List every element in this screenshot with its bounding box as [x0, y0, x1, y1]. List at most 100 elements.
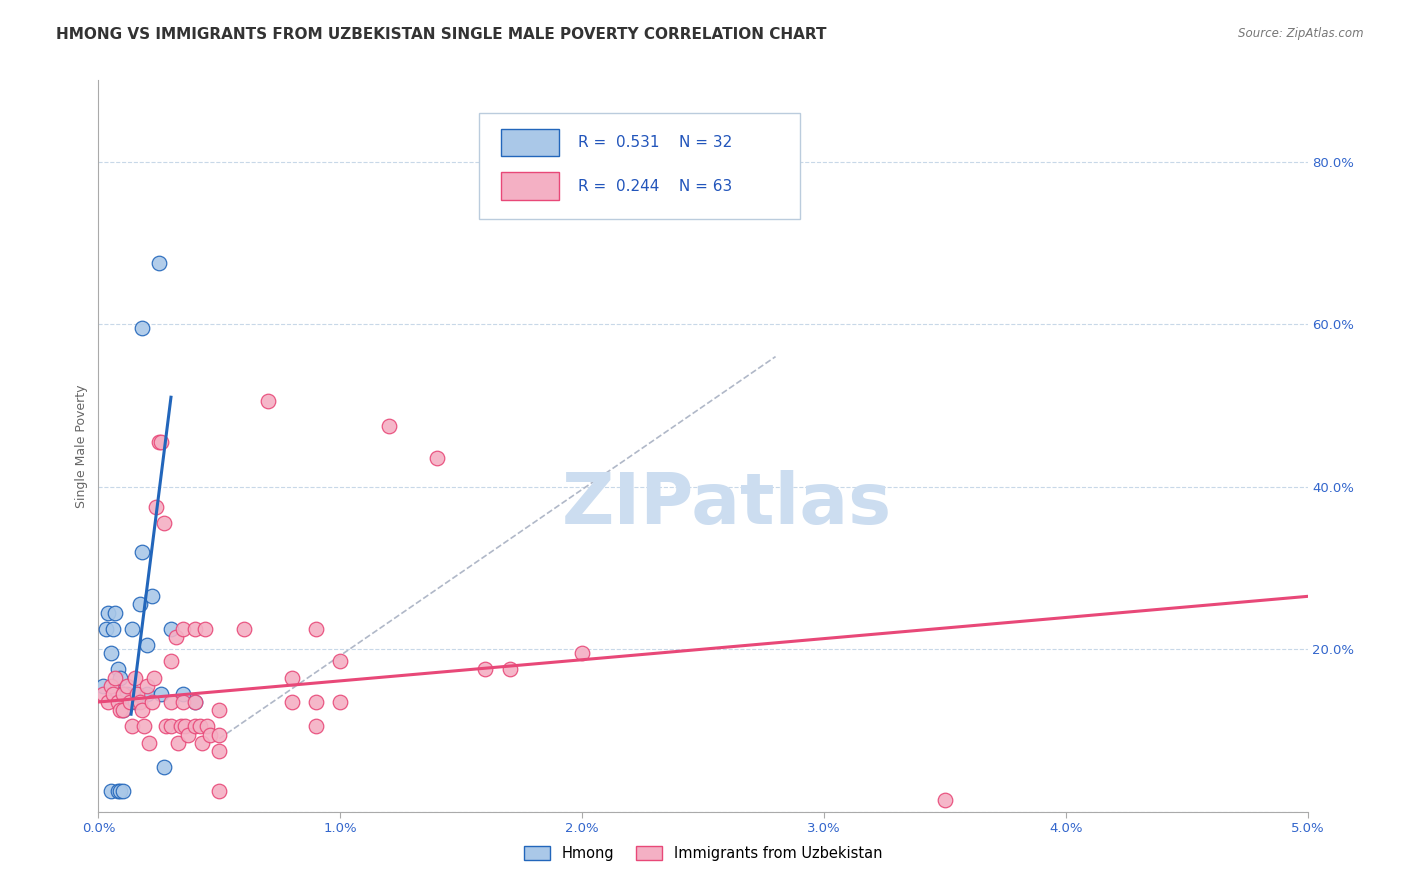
Point: [160, 622, 183, 636]
FancyBboxPatch shape: [479, 113, 800, 219]
Point: [329, 654, 352, 668]
Point: [97, 606, 120, 620]
Point: [208, 703, 231, 717]
FancyBboxPatch shape: [501, 172, 560, 200]
Point: [97, 695, 120, 709]
Point: [135, 679, 157, 693]
Point: [107, 663, 129, 677]
Point: [100, 679, 122, 693]
Text: Source: ZipAtlas.com: Source: ZipAtlas.com: [1239, 27, 1364, 40]
Point: [108, 671, 131, 685]
Point: [135, 638, 157, 652]
Point: [377, 418, 399, 433]
Point: [111, 687, 134, 701]
Point: [135, 687, 157, 701]
Point: [100, 784, 122, 798]
Text: R =  0.244    N = 63: R = 0.244 N = 63: [578, 178, 733, 194]
Point: [107, 784, 129, 798]
Point: [177, 727, 200, 741]
Point: [128, 695, 150, 709]
Point: [174, 719, 197, 733]
Point: [91, 679, 114, 693]
Point: [281, 671, 304, 685]
Point: [305, 719, 328, 733]
Point: [111, 784, 134, 798]
Point: [934, 792, 956, 806]
Point: [160, 654, 183, 668]
Point: [94, 622, 117, 636]
Point: [172, 687, 194, 701]
Point: [498, 663, 520, 677]
Point: [160, 719, 183, 733]
Point: [127, 687, 149, 701]
Point: [117, 687, 139, 701]
Point: [172, 622, 194, 636]
Point: [104, 671, 127, 685]
Point: [195, 719, 218, 733]
Point: [148, 256, 170, 270]
Text: ZIPatlas: ZIPatlas: [562, 470, 893, 539]
Point: [143, 671, 166, 685]
FancyBboxPatch shape: [501, 128, 560, 156]
Point: [208, 744, 231, 758]
Point: [100, 646, 122, 660]
Point: [165, 630, 187, 644]
Point: [191, 736, 214, 750]
Point: [128, 598, 150, 612]
Point: [111, 687, 134, 701]
Point: [232, 622, 254, 636]
Point: [108, 784, 131, 798]
Text: R =  0.531    N = 32: R = 0.531 N = 32: [578, 135, 733, 150]
Point: [118, 695, 141, 709]
Point: [172, 695, 194, 709]
Point: [160, 695, 183, 709]
Point: [108, 703, 131, 717]
Point: [145, 500, 167, 514]
Point: [121, 622, 143, 636]
Point: [256, 394, 278, 409]
Point: [281, 695, 304, 709]
Point: [117, 679, 139, 693]
Point: [121, 719, 143, 733]
Point: [111, 703, 134, 717]
Point: [131, 703, 153, 717]
Point: [152, 760, 174, 774]
Point: [474, 663, 496, 677]
Legend: Hmong, Immigrants from Uzbekistan: Hmong, Immigrants from Uzbekistan: [517, 840, 889, 867]
Point: [107, 695, 129, 709]
Point: [131, 544, 153, 558]
Point: [155, 719, 177, 733]
Y-axis label: Single Male Poverty: Single Male Poverty: [75, 384, 89, 508]
Point: [150, 434, 173, 449]
Point: [169, 719, 191, 733]
Point: [118, 695, 141, 709]
Point: [571, 646, 593, 660]
Point: [184, 695, 207, 709]
Point: [152, 516, 174, 531]
Point: [208, 784, 231, 798]
Point: [184, 622, 207, 636]
Point: [426, 451, 449, 466]
Point: [127, 687, 149, 701]
Point: [184, 695, 207, 709]
Point: [194, 622, 217, 636]
Point: [138, 736, 160, 750]
Point: [124, 671, 146, 685]
Point: [91, 687, 114, 701]
Point: [305, 695, 328, 709]
Point: [208, 727, 231, 741]
Point: [148, 434, 170, 449]
Point: [150, 687, 173, 701]
Point: [111, 703, 134, 717]
Point: [188, 719, 211, 733]
Point: [141, 695, 163, 709]
Point: [198, 727, 221, 741]
Point: [329, 695, 352, 709]
Point: [124, 695, 146, 709]
Point: [305, 622, 328, 636]
Point: [134, 719, 156, 733]
Point: [101, 687, 124, 701]
Point: [107, 687, 129, 701]
Point: [184, 719, 207, 733]
Text: HMONG VS IMMIGRANTS FROM UZBEKISTAN SINGLE MALE POVERTY CORRELATION CHART: HMONG VS IMMIGRANTS FROM UZBEKISTAN SING…: [56, 27, 827, 42]
